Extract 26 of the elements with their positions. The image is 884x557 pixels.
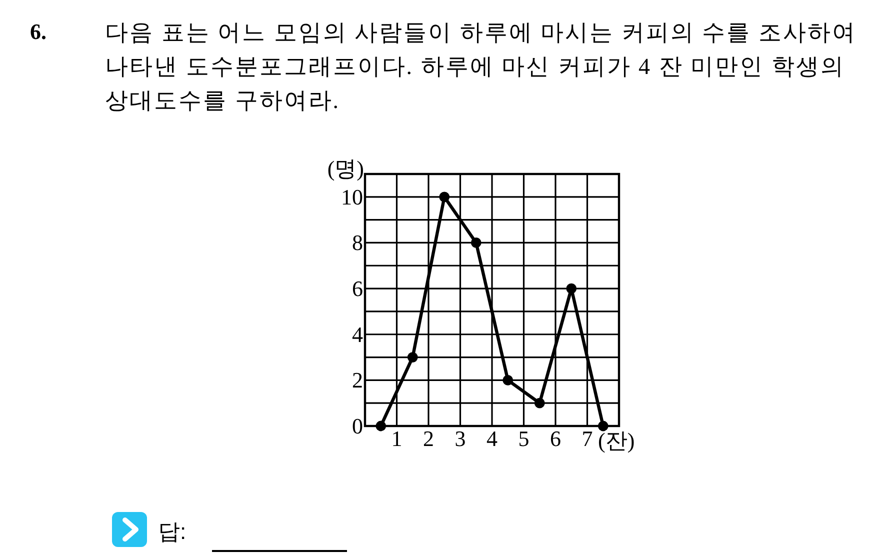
title: 다음 표는 어느 모임의 사람들이 하루에 마시는 커피의 수를 조사하여 나타낸 도수분포그래프이다. 하루에 마신 커피가 4 잔 미만인 학생의 상대도수를 구하여라. [105, 20, 856, 113]
x-tick-label: 1 [391, 426, 402, 451]
y-tick-label: 0 [352, 414, 363, 438]
point [534, 398, 545, 408]
x-tick-label: 4 [486, 426, 498, 451]
point [376, 420, 386, 432]
point [407, 352, 418, 362]
x-tick-label: 7 [582, 426, 593, 451]
x-axis-title: (잔) [598, 428, 635, 453]
x-tick-label: 6 [550, 426, 561, 451]
text: 답: [158, 519, 186, 544]
point [439, 192, 450, 202]
y-tick-label: 2 [352, 368, 363, 393]
x-tick-label: 3 [454, 426, 466, 451]
point [470, 238, 482, 248]
point [598, 420, 608, 432]
x-tick-label: 5 [518, 426, 530, 451]
x-tick-label: 2 [423, 426, 434, 451]
y-tick-label: 8 [352, 230, 363, 256]
point [566, 283, 577, 294]
y-tick-label: 4 [352, 322, 363, 347]
text: 6. [30, 19, 46, 44]
y-axis-title: (명) [327, 156, 364, 181]
y-tick-label: 6 [352, 276, 363, 302]
y-tick-label: 10 [341, 184, 363, 210]
point [502, 374, 514, 386]
